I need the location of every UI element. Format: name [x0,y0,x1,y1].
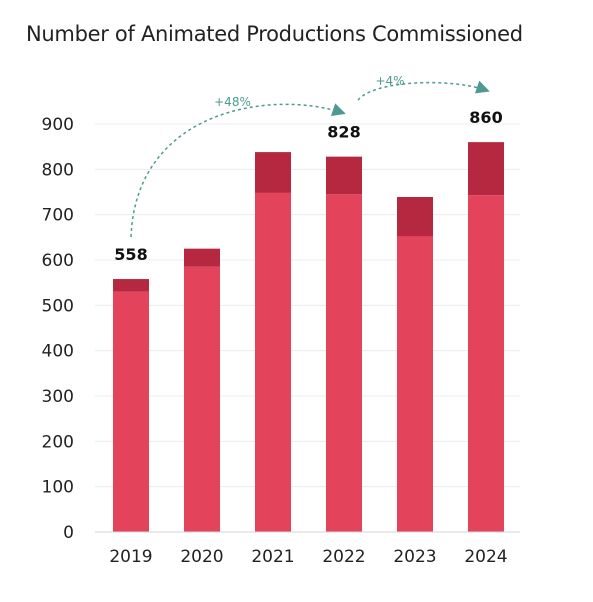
bar-segment-2022-1 [326,194,362,532]
growth-arrow-2022-2024 [357,80,490,101]
growth-label-2022-2024: +4% [375,74,404,88]
bar-segment-2020-1 [184,266,220,532]
bar-segment-2024-2 [468,142,504,196]
y-tick-label: 700 [42,206,74,226]
bars [113,142,504,532]
y-tick-label: 300 [42,387,74,407]
y-tick-label: 900 [42,115,74,135]
x-tick-label: 2019 [109,547,152,567]
x-tick-label: 2020 [180,547,223,567]
bar-segment-2023-1 [397,236,433,532]
bar-segment-2024-1 [468,195,504,532]
data-label-2022: 828 [327,123,360,142]
y-tick-label: 400 [42,342,74,362]
growth-arrow-2019-2022 [130,103,346,238]
bar-segment-2019-1 [113,291,149,532]
data-label-2024: 860 [469,108,502,127]
x-tick-label: 2022 [322,547,365,567]
bar-segment-2021-1 [255,192,291,532]
y-tick-label: 800 [42,160,74,180]
axes: 0 100 200 300 400 500 600 700 800 900 2019 2020 2021… [42,115,520,567]
x-tick-label: 2021 [251,547,294,567]
growth-label-2019-2022: +48% [214,95,251,109]
bar-segment-2023-2 [397,196,433,237]
x-tick-label: 2023 [393,547,436,567]
y-tick-label: 500 [42,296,74,316]
bar-segment-2019-2 [113,279,149,292]
bar-segment-2022-2 [326,156,362,195]
bar-segment-2021-2 [255,152,291,193]
y-tick-label: 100 [42,478,74,498]
y-tick-label: 0 [63,523,74,543]
data-label-2019: 558 [114,245,147,264]
bar-segment-2020-2 [184,248,220,267]
y-tick-label: 200 [42,432,74,452]
growth-annotations: +48% +4% [130,74,490,238]
y-tick-label: 600 [42,251,74,271]
gridlines [95,123,520,533]
chart-title: Number of Animated Productions Commissio… [26,22,523,46]
x-tick-label: 2024 [464,547,507,567]
data-labels: 558 828 860 [114,108,502,264]
